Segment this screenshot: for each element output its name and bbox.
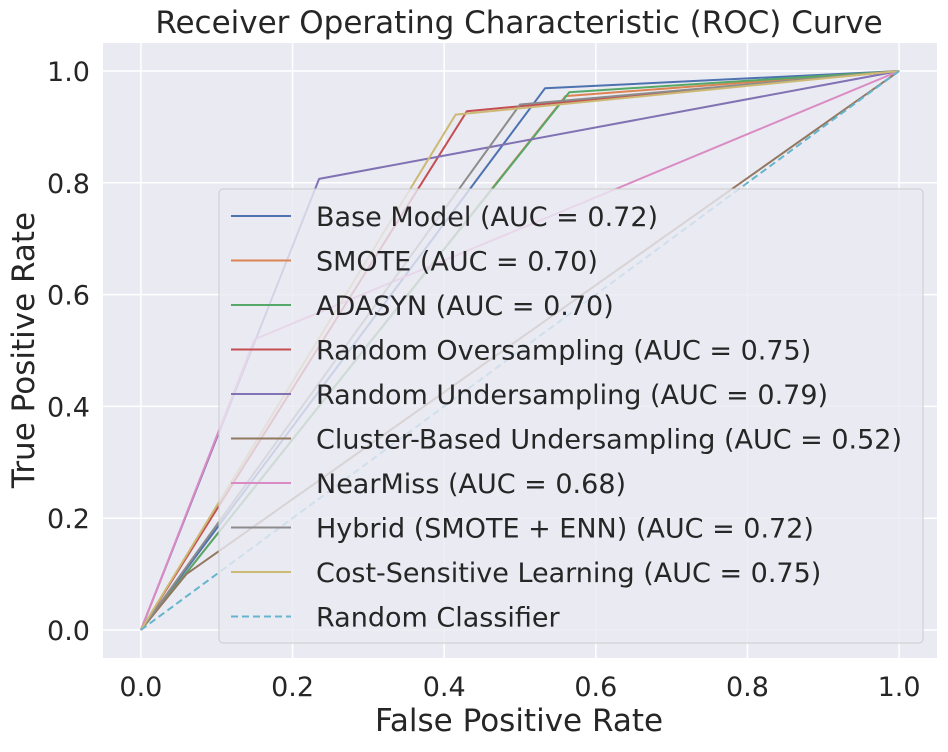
legend-label-4: Random Oversampling (AUC = 0.75) xyxy=(316,336,811,367)
y-tick-label: 0.0 xyxy=(47,616,90,647)
y-tick-label: 1.0 xyxy=(47,57,90,88)
x-tick-label: 1.0 xyxy=(878,672,921,703)
legend-box xyxy=(218,188,924,644)
y-tick-label: 0.2 xyxy=(47,504,90,535)
y-tick-label: 0.4 xyxy=(47,392,90,423)
legend-label-10: Random Classifier xyxy=(316,603,561,634)
y-tick-label: 0.8 xyxy=(47,169,90,200)
x-tick-label: 0.0 xyxy=(119,672,162,703)
x-tick-label: 0.4 xyxy=(423,672,466,703)
chart-title: Receiver Operating Characteristic (ROC) … xyxy=(155,5,882,41)
legend-label-2: SMOTE (AUC = 0.70) xyxy=(316,247,598,278)
legend-label-6: Cluster-Based Undersampling (AUC = 0.52) xyxy=(316,425,902,456)
x-tick-label: 0.8 xyxy=(726,672,769,703)
y-tick-label: 0.6 xyxy=(47,281,90,312)
legend-label-3: ADASYN (AUC = 0.70) xyxy=(316,291,614,322)
x-tick-label: 0.2 xyxy=(271,672,314,703)
x-axis-label: False Positive Rate xyxy=(375,703,663,739)
y-axis-label: True Positive Rate xyxy=(6,212,42,489)
legend-label-1: Base Model (AUC = 0.72) xyxy=(316,202,658,233)
legend: Base Model (AUC = 0.72) SMOTE (AUC = 0.70… xyxy=(218,188,924,644)
legend-label-7: NearMiss (AUC = 0.68) xyxy=(316,469,626,500)
x-tick-label: 0.6 xyxy=(574,672,617,703)
tick-labels: 0.0 0.2 0.4 0.6 0.8 1.0 0.0 0.2 0.4 0.6 0.8 1.0 xyxy=(47,57,921,703)
legend-label-8: Hybrid (SMOTE + ENN) (AUC = 0.72) xyxy=(316,514,814,545)
legend-label-5: Random Undersampling (AUC = 0.79) xyxy=(316,380,828,411)
legend-label-9: Cost-Sensitive Learning (AUC = 0.75) xyxy=(316,558,821,589)
